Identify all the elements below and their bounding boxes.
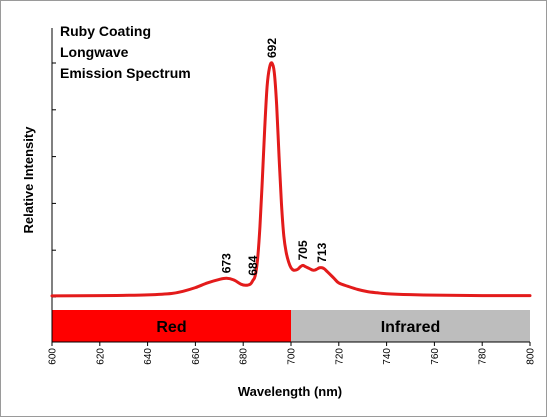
x-tick-label-8: 760	[430, 348, 441, 365]
band-label-0: Red	[156, 319, 186, 336]
wavelength-bands: Red Infrared	[52, 310, 530, 342]
band-0	[52, 310, 291, 342]
peak-label-713: 713	[315, 242, 329, 262]
chart-title-line-3: Emission Spectrum	[60, 65, 191, 81]
peak-label-673: 673	[219, 253, 233, 273]
x-tick-label-0: 600	[48, 348, 59, 365]
peak-label-692: 692	[265, 38, 279, 58]
series-layer	[50, 61, 532, 298]
series-line-0	[50, 61, 532, 298]
x-tick-label-5: 700	[287, 348, 298, 365]
x-tick-label-10: 800	[526, 348, 537, 365]
x-tick-label-7: 740	[382, 348, 393, 365]
band-1	[291, 310, 530, 342]
x-tick-label-4: 680	[239, 348, 250, 365]
x-tick-label-3: 660	[191, 348, 202, 365]
peak-label-705: 705	[296, 240, 310, 260]
peak-label-684: 684	[246, 255, 260, 275]
x-tick-label-6: 720	[334, 348, 345, 365]
chart-title-line-1: Ruby Coating	[60, 23, 151, 39]
x-tick-label-2: 640	[143, 348, 154, 365]
x-tick-labels: 600 620 640 660 680 700 720 740 760 780 800	[48, 348, 537, 365]
x-axis-title: Wavelength (nm)	[238, 384, 342, 399]
x-tick-label-1: 620	[95, 348, 106, 365]
band-label-1: Infrared	[381, 319, 441, 336]
peak-annotations: 673 684 692 705 713	[219, 38, 329, 276]
chart-title-line-2: Longwave	[60, 44, 129, 60]
y-axis-title: Relative Intensity	[21, 126, 36, 234]
x-tick-label-9: 780	[478, 348, 489, 365]
